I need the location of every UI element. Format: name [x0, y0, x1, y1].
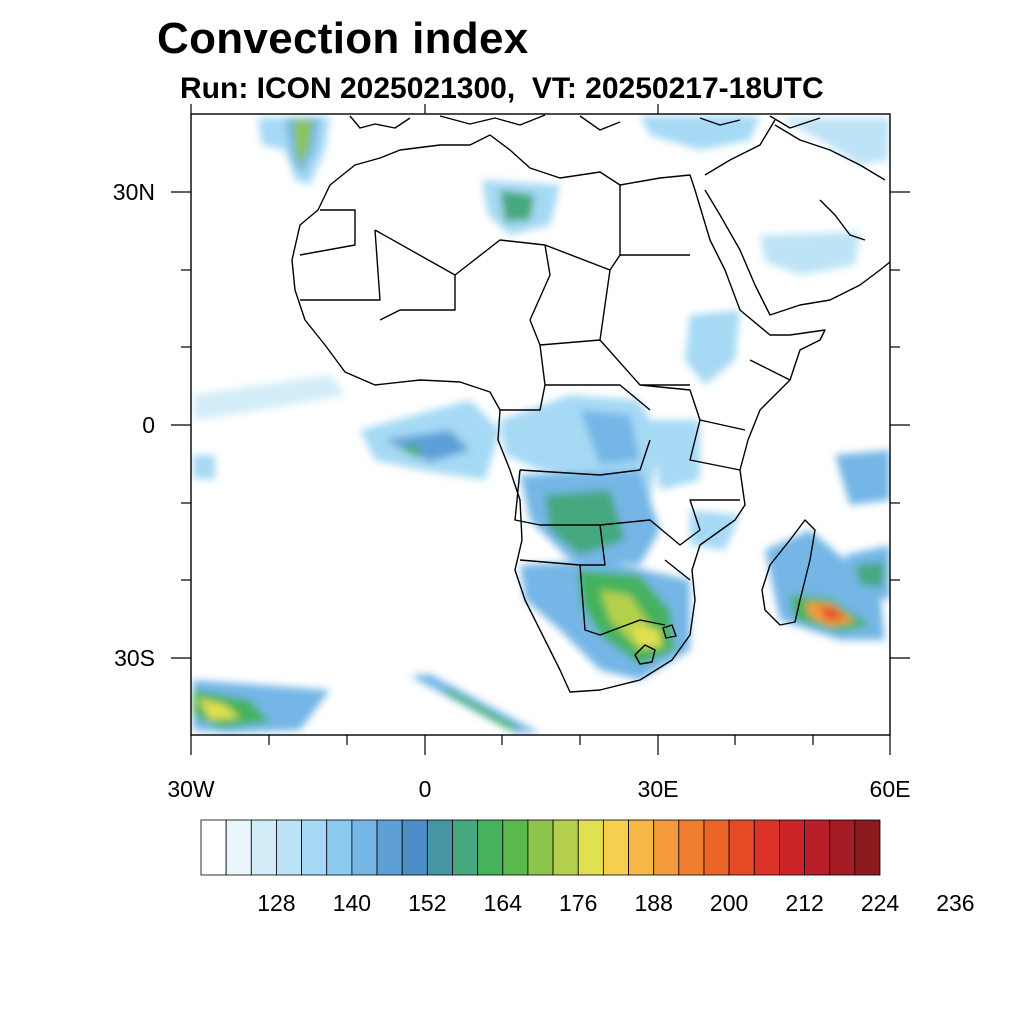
- colorbar-label: 128: [257, 890, 296, 916]
- colorbar-label: 236: [936, 890, 975, 916]
- colorbar-box: [602, 819, 629, 876]
- colorbar-box: [351, 819, 378, 876]
- colorbar-label: 152: [408, 890, 447, 916]
- colorbar-box: [678, 819, 705, 876]
- colorbar-label: 176: [559, 890, 598, 916]
- colorbar-box: [301, 819, 328, 876]
- colorbar-box: [779, 819, 805, 876]
- colorbar-box: [527, 819, 554, 876]
- colorbar-box: [225, 819, 252, 876]
- colorbar-box: [829, 819, 856, 876]
- colorbar-box: [276, 819, 302, 876]
- lat-label-30n: 30N: [112, 179, 155, 205]
- lon-label-60e: 60E: [869, 776, 911, 802]
- colorbar-box: [376, 819, 403, 876]
- colorbar-label: 212: [785, 890, 824, 916]
- colorbar-box: [250, 819, 277, 876]
- lat-label-0: 0: [142, 412, 155, 438]
- colorbar-box: [426, 819, 453, 876]
- colorbar-box: [502, 819, 529, 876]
- colorbar-box: [854, 819, 881, 876]
- lon-label-30e: 30E: [637, 776, 679, 802]
- lon-label-0: 0: [418, 776, 432, 802]
- convection-area-ethiopia: [685, 310, 740, 385]
- colorbar-label: 200: [709, 890, 749, 916]
- chart-subtitle: Run: ICON 2025021300, VT: 20250217-18UTC: [180, 72, 824, 105]
- colorbar-box: [628, 819, 655, 876]
- colorbar-label: 140: [332, 890, 372, 916]
- lat-label-30s: 30S: [114, 645, 155, 671]
- colorbar-box: [728, 819, 755, 876]
- colorbar-label: 224: [860, 890, 900, 916]
- colorbar: [200, 819, 881, 876]
- lon-label-30w: 30W: [167, 776, 215, 802]
- colorbar-label: 188: [634, 890, 673, 916]
- chart-title: Convection index: [157, 14, 529, 63]
- colorbar-box: [577, 819, 604, 876]
- colorbar-box: [477, 819, 504, 876]
- colorbar-box: [753, 819, 780, 876]
- convection-area-south-atlantic-band: [410, 674, 540, 733]
- colorbar-box: [200, 819, 227, 876]
- coastlines: [291, 114, 890, 693]
- colorbar-box: [653, 819, 680, 876]
- convection-area-indian-ocean: [835, 450, 890, 505]
- colorbar-box: [452, 819, 479, 876]
- colorbar-label: 164: [483, 890, 522, 916]
- colorbar-box: [401, 819, 428, 876]
- colorbar-box: [804, 819, 831, 876]
- colorbar-box: [703, 819, 730, 876]
- convection-shading: [193, 116, 890, 733]
- convection-area-arabia: [760, 232, 860, 275]
- axis-ticks: [171, 104, 910, 755]
- colorbar-box: [552, 819, 579, 876]
- colorbar-box: [326, 819, 353, 876]
